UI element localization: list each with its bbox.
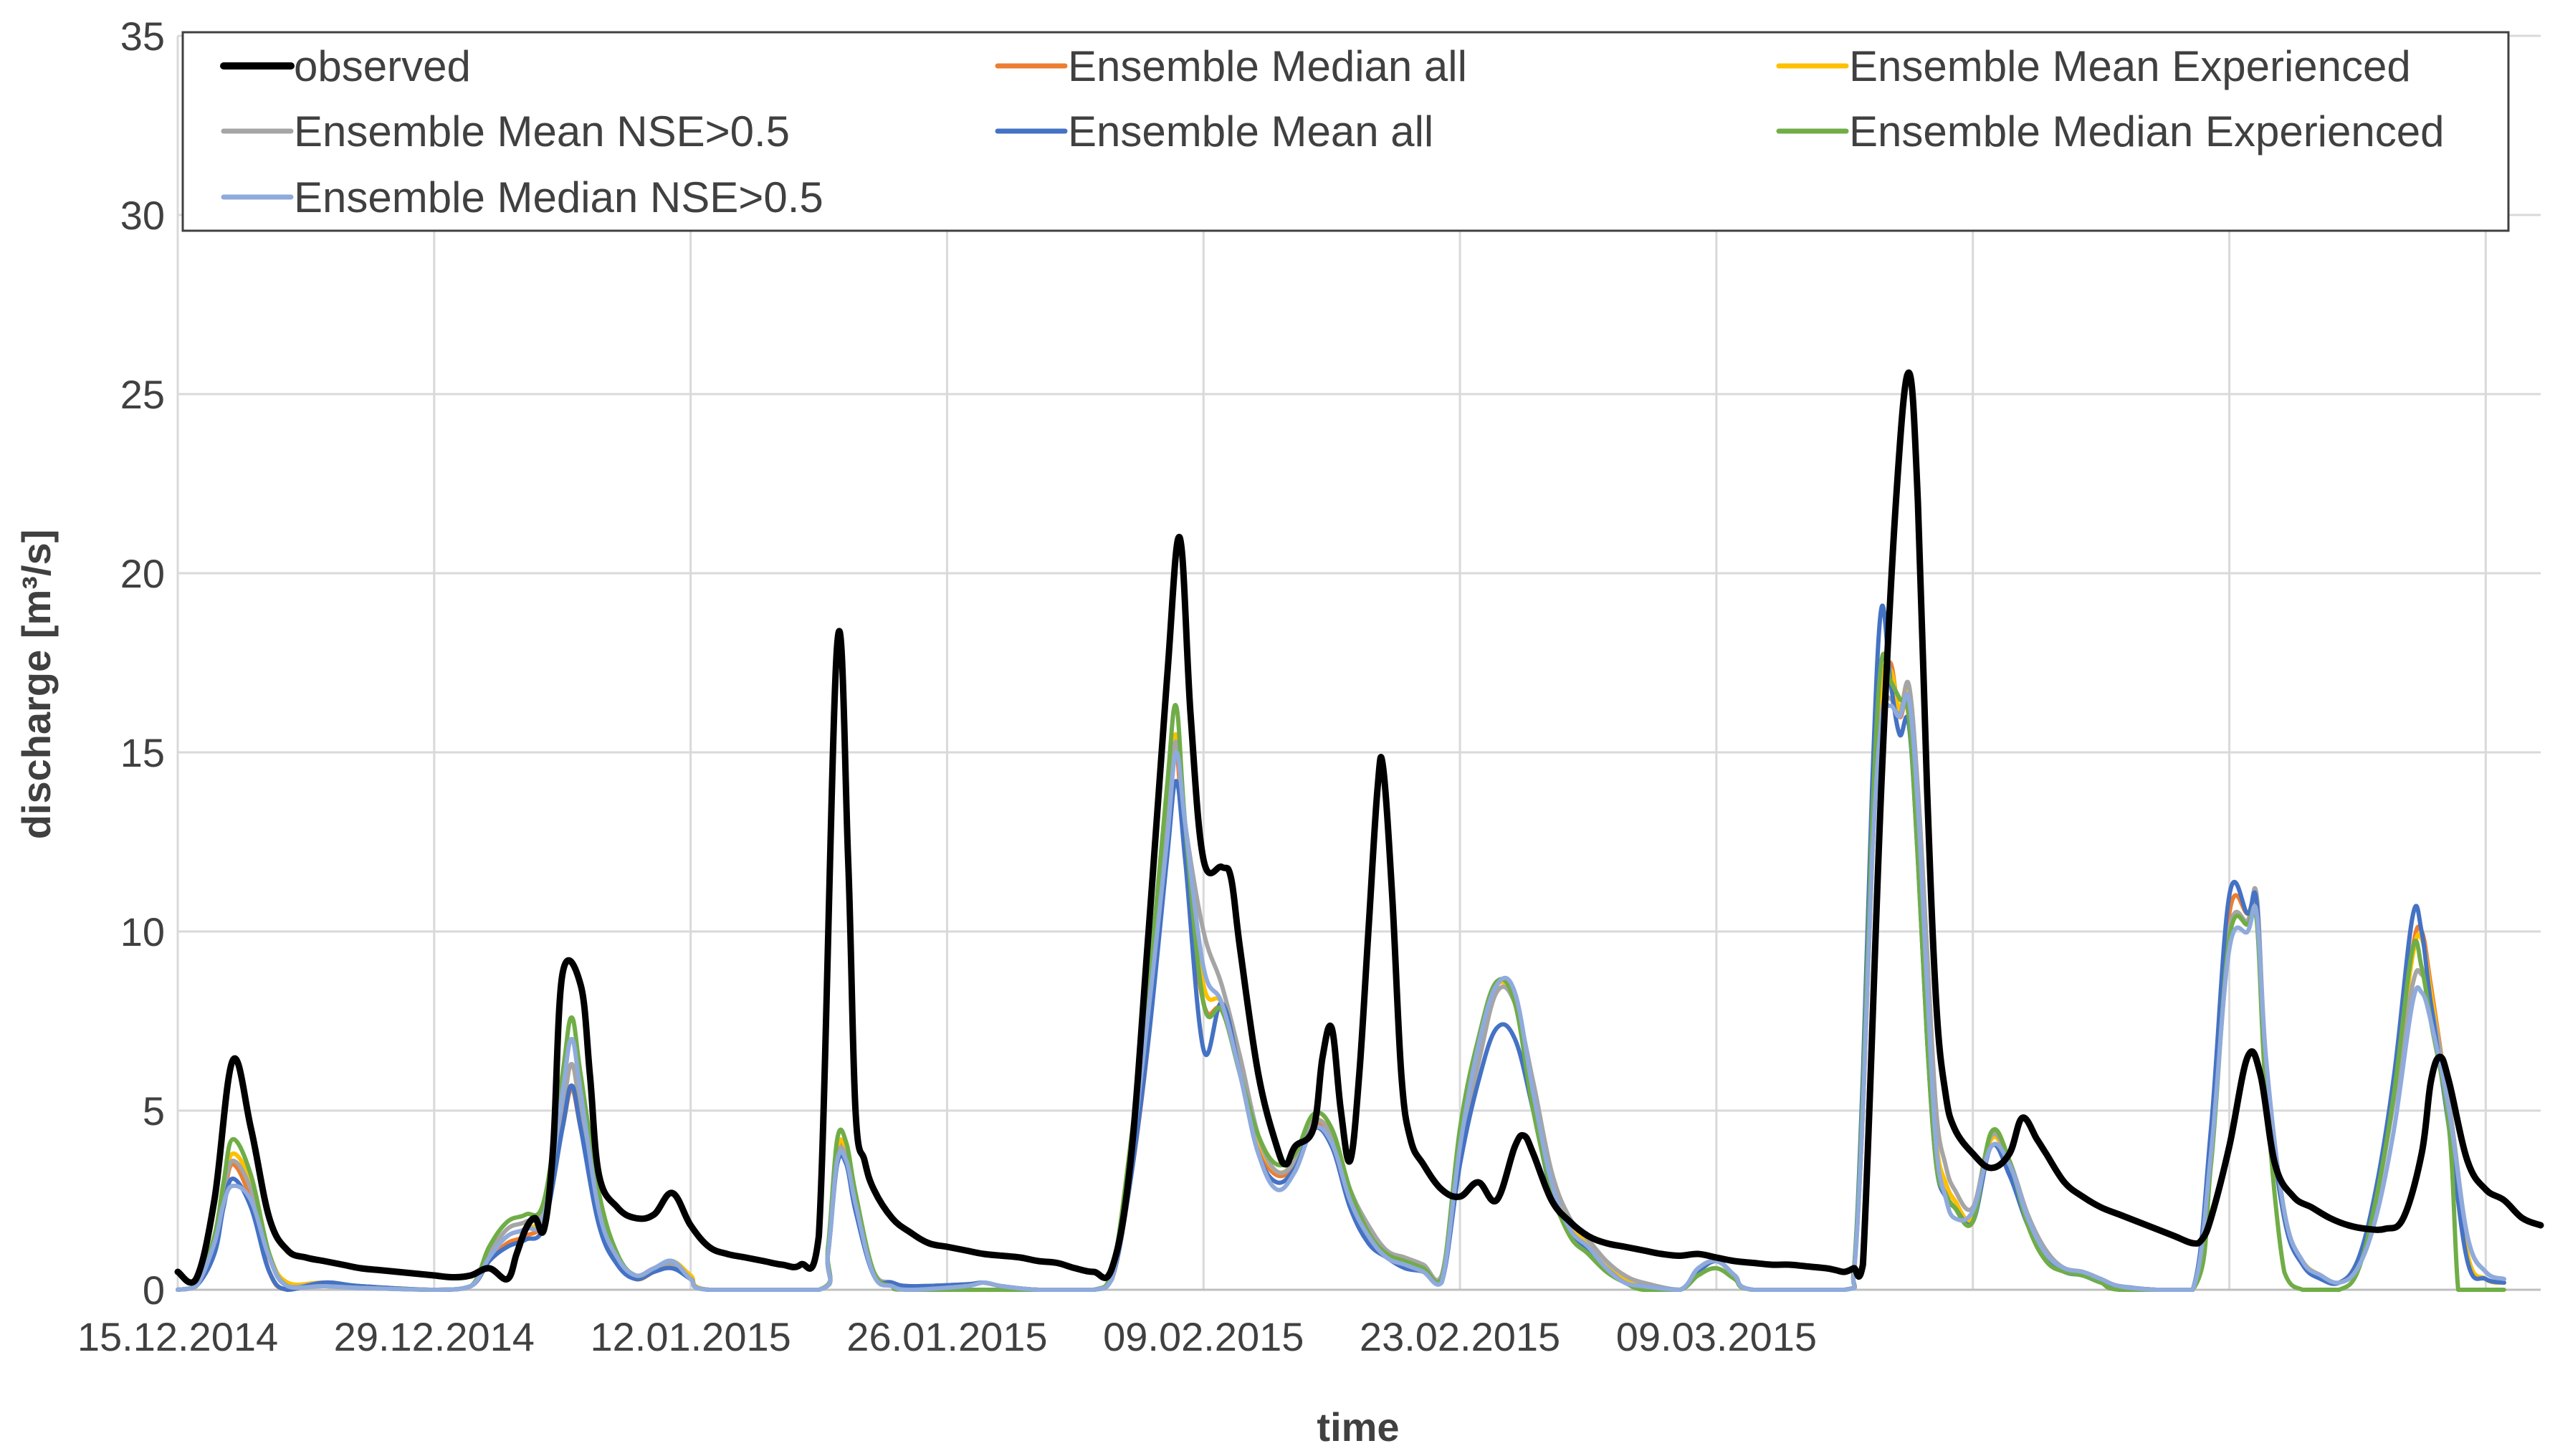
x-axis-title: time (1317, 1404, 1399, 1450)
y-tick-label: 20 (120, 551, 165, 596)
legend: observed Ensemble Median all Ensemble Mean… (181, 31, 2510, 232)
x-tick-label: 26.01.2015 (846, 1314, 1047, 1359)
y-tick-labels: 0 5 10 15 20 25 30 35 (120, 14, 165, 1313)
y-tick-label: 5 (143, 1088, 165, 1134)
legend-label-ensemble-mean-all: Ensemble Mean all (1068, 107, 1433, 155)
series-line-ensemble-median-all (176, 659, 2506, 1293)
y-tick-label: 15 (120, 730, 165, 775)
x-tick-label: 15.12.2014 (77, 1314, 278, 1359)
series-line-ensemble-mean-nse-0-5 (176, 679, 2506, 1293)
vertical-gridlines (176, 36, 2487, 1290)
y-axis-title: discharge [m³/s] (14, 530, 59, 840)
y-tick-label: 35 (120, 14, 165, 59)
x-tick-label: 23.02.2015 (1360, 1314, 1560, 1359)
legend-label-ensemble-median-nse-0-5: Ensemble Median NSE>0.5 (294, 173, 823, 221)
x-tick-label: 09.02.2015 (1103, 1314, 1304, 1359)
legend-label-ensemble-mean-nse-0-5: Ensemble Mean NSE>0.5 (294, 107, 790, 155)
x-tick-labels: 15.12.2014 29.12.2014 12.01.2015 26.01.2015… (77, 1314, 1817, 1359)
x-tick-label: 29.12.2014 (334, 1314, 535, 1359)
x-tick-label: 09.03.2015 (1616, 1314, 1817, 1359)
series-lines (174, 369, 2544, 1293)
legend-box (181, 31, 2510, 232)
y-tick-label: 0 (143, 1268, 165, 1313)
y-tick-label: 30 (120, 193, 165, 238)
series-line-ensemble-mean-experienced (176, 662, 2506, 1293)
y-tick-label: 10 (120, 909, 165, 954)
legend-label-ensemble-median-all: Ensemble Median all (1068, 42, 1467, 90)
legend-label-ensemble-mean-experienced: Ensemble Mean Experienced (1849, 42, 2411, 90)
series-line-ensemble-mean-all (176, 603, 2506, 1293)
series-line-ensemble-median-nse-0-5 (176, 691, 2506, 1293)
x-tick-label: 12.01.2015 (590, 1314, 791, 1359)
y-tick-label: 25 (120, 372, 165, 417)
series-line-observed (174, 369, 2544, 1286)
series-line-ensemble-median-experienced (176, 651, 2506, 1293)
legend-label-observed: observed (294, 42, 471, 90)
legend-label-ensemble-median-experienced: Ensemble Median Experienced (1849, 107, 2444, 155)
